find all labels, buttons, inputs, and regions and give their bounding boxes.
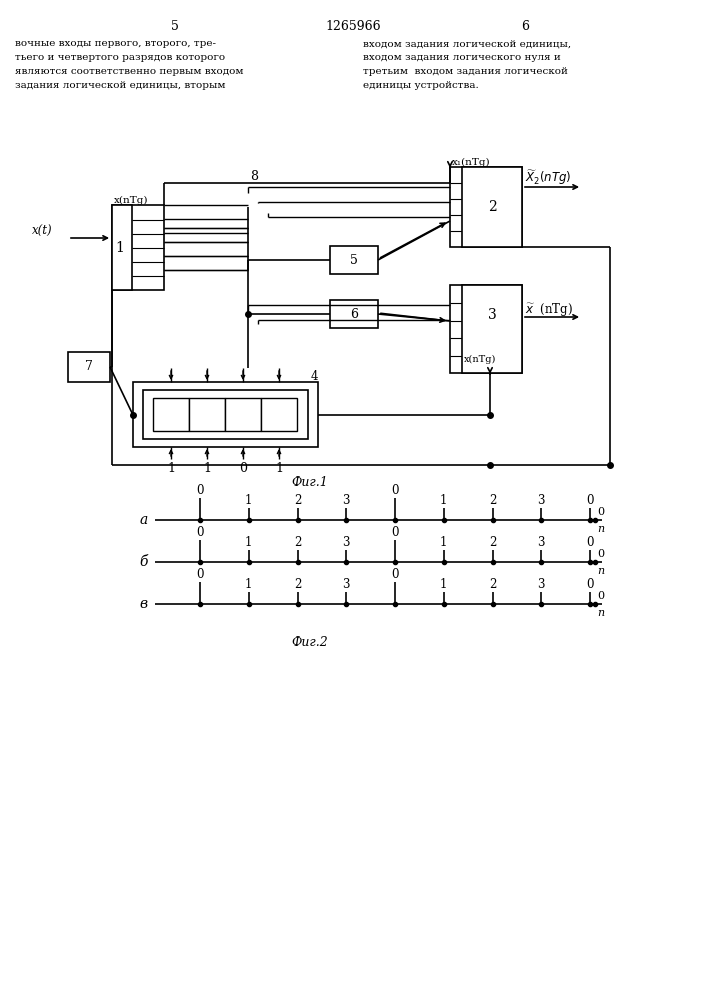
Bar — [261, 398, 297, 431]
Text: Фиг.1: Фиг.1 — [291, 476, 328, 488]
Text: 1: 1 — [115, 241, 124, 255]
Text: 8: 8 — [250, 170, 258, 184]
Bar — [143, 390, 308, 439]
Text: в: в — [140, 597, 148, 611]
Text: 0: 0 — [391, 526, 399, 540]
Bar — [450, 285, 522, 373]
Text: 0: 0 — [239, 462, 247, 476]
Text: Фиг.2: Фиг.2 — [291, 636, 328, 648]
Text: 3: 3 — [342, 578, 350, 591]
Text: x(nTg): x(nTg) — [464, 354, 496, 364]
Text: 1: 1 — [440, 578, 448, 591]
Text: 1: 1 — [203, 462, 211, 476]
Text: 3: 3 — [537, 578, 545, 591]
Text: 3: 3 — [488, 308, 496, 322]
Text: 2: 2 — [489, 494, 496, 508]
Text: 1: 1 — [245, 578, 252, 591]
Text: 3: 3 — [537, 536, 545, 550]
Text: 0: 0 — [197, 568, 204, 582]
Bar — [112, 205, 164, 290]
Bar — [189, 398, 225, 431]
Text: 1: 1 — [245, 536, 252, 550]
Text: 3: 3 — [537, 494, 545, 508]
Text: $\widetilde{X}_2(nTg)$: $\widetilde{X}_2(nTg)$ — [525, 169, 571, 187]
Text: третьим  входом задания логической: третьим входом задания логической — [363, 68, 568, 77]
Text: входом задания логической единицы,: входом задания логической единицы, — [363, 39, 571, 48]
Text: 0: 0 — [597, 549, 604, 559]
Text: 5: 5 — [171, 20, 179, 33]
Text: 1: 1 — [275, 462, 283, 476]
Text: 2: 2 — [294, 578, 301, 591]
Text: 6: 6 — [521, 20, 529, 33]
Text: 2: 2 — [489, 536, 496, 550]
Bar — [153, 398, 189, 431]
Bar — [112, 205, 132, 290]
Text: 6: 6 — [350, 308, 358, 320]
Text: 4: 4 — [310, 369, 317, 382]
Text: 2: 2 — [489, 578, 496, 591]
Text: 0: 0 — [391, 485, 399, 497]
Text: 0: 0 — [197, 526, 204, 540]
Text: 3: 3 — [342, 536, 350, 550]
Bar — [330, 300, 378, 328]
Text: 7: 7 — [85, 360, 93, 373]
Text: б: б — [139, 555, 148, 569]
Text: 0: 0 — [586, 494, 594, 508]
Bar — [330, 246, 378, 274]
Text: 1265966: 1265966 — [325, 20, 381, 33]
Bar — [462, 285, 522, 373]
Text: x(t): x(t) — [32, 225, 52, 237]
Text: $\widetilde{x}$  (nTg): $\widetilde{x}$ (nTg) — [525, 300, 573, 318]
Text: 2: 2 — [294, 494, 301, 508]
Text: 2: 2 — [488, 200, 496, 214]
Text: 1: 1 — [167, 462, 175, 476]
Text: тьего и четвертого разрядов которого: тьего и четвертого разрядов которого — [15, 53, 225, 62]
Text: 0: 0 — [586, 578, 594, 591]
Text: входом задания логического нуля и: входом задания логического нуля и — [363, 53, 561, 62]
Text: 0: 0 — [586, 536, 594, 550]
Text: 1: 1 — [440, 494, 448, 508]
Bar — [133, 382, 318, 447]
Text: 0: 0 — [597, 591, 604, 601]
Text: 0: 0 — [597, 507, 604, 517]
Bar — [450, 167, 522, 247]
Text: 0: 0 — [197, 485, 204, 497]
Text: n: n — [597, 524, 604, 534]
Text: 2: 2 — [294, 536, 301, 550]
Bar — [462, 167, 522, 247]
Text: x₁(nTg): x₁(nTg) — [452, 157, 491, 167]
Text: x(nTg): x(nTg) — [114, 195, 148, 205]
Text: 0: 0 — [391, 568, 399, 582]
Text: являются соответственно первым входом: являются соответственно первым входом — [15, 68, 243, 77]
Text: 5: 5 — [350, 253, 358, 266]
Text: вочные входы первого, второго, тре-: вочные входы первого, второго, тре- — [15, 39, 216, 48]
Text: задания логической единицы, вторым: задания логической единицы, вторым — [15, 82, 226, 91]
Text: единицы устройства.: единицы устройства. — [363, 82, 479, 91]
Bar — [68, 352, 110, 382]
Text: 3: 3 — [342, 494, 350, 508]
Text: n: n — [597, 566, 604, 576]
Text: а: а — [140, 513, 148, 527]
Bar — [225, 398, 261, 431]
Text: 1: 1 — [440, 536, 448, 550]
Text: n: n — [597, 608, 604, 618]
Text: 1: 1 — [245, 494, 252, 508]
